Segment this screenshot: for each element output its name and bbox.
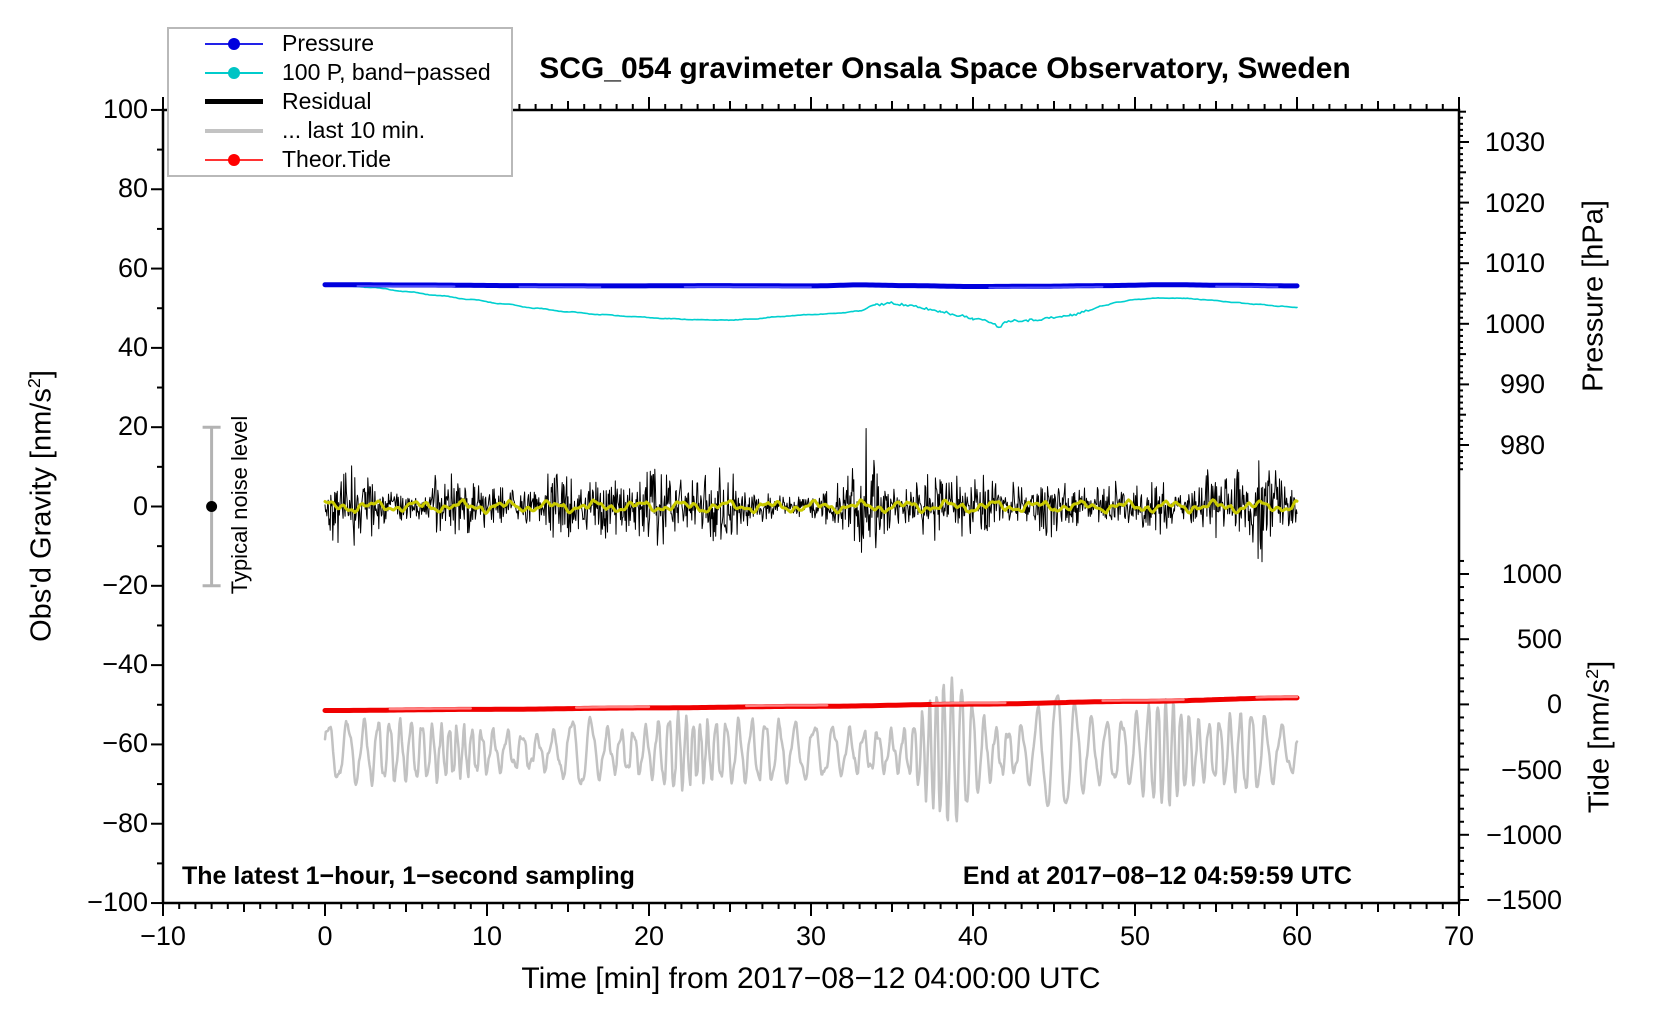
pressure-highlight xyxy=(988,285,1104,289)
pressure-tick-label: 1030 xyxy=(1484,127,1545,157)
legend-sample-line xyxy=(205,153,263,166)
gravity-tick-label: 60 xyxy=(117,252,148,283)
theor-tide-highlight xyxy=(388,707,472,711)
gravity-label-suffix: ] xyxy=(25,370,58,379)
x-tick-label: 0 xyxy=(317,921,333,951)
theor-tide-highlight xyxy=(931,701,1007,705)
pressure-tick-label: 1020 xyxy=(1484,187,1545,218)
legend-item: Theor.Tide xyxy=(169,145,511,174)
tide-tick-label: 0 xyxy=(1546,689,1562,720)
pressure-tick-label: 990 xyxy=(1499,369,1545,400)
tide-tick-label: −1000 xyxy=(1486,819,1562,850)
y-axis-label-pressure: Pressure [hPa] xyxy=(1577,200,1610,392)
x-tick-label: 10 xyxy=(471,921,503,951)
x-tick-label: 20 xyxy=(633,921,665,951)
gravity-tick-label: −80 xyxy=(102,807,148,838)
gravity-tick-label: −40 xyxy=(102,649,148,680)
pressure-highlight xyxy=(1215,285,1279,288)
legend: Pressure 100 P, band−passed Residual ... la… xyxy=(167,27,513,177)
legend-item: Pressure xyxy=(169,29,511,58)
tide-tick-label: −500 xyxy=(1501,754,1562,785)
legend-item-label: Residual xyxy=(282,88,372,114)
x-tick-label: −10 xyxy=(140,921,186,951)
gravity-tick-label: −100 xyxy=(87,887,148,918)
theor-tide-highlight xyxy=(574,705,651,709)
plot-frame xyxy=(161,108,1461,905)
gravity-tick-label: 100 xyxy=(102,93,148,124)
theor-tide-highlight xyxy=(1255,695,1299,699)
residual-trace xyxy=(324,428,1298,563)
tide-label-sup: 2 xyxy=(1581,668,1602,679)
gravity-label-sup: 2 xyxy=(23,378,44,389)
legend-sample-line xyxy=(205,128,263,133)
tide-tick-label: 1000 xyxy=(1501,559,1562,589)
x-tick-label: 30 xyxy=(795,921,827,951)
band-passed-line xyxy=(324,284,1298,329)
legend-sample-line xyxy=(205,37,263,50)
y-axis-label-tide: Tide [nm/s2] xyxy=(1581,660,1617,814)
annotation-sampling: The latest 1−hour, 1−second sampling xyxy=(182,862,635,890)
legend-item-label: 100 P, band−passed xyxy=(282,59,491,85)
gravity-tick-label: −60 xyxy=(102,728,148,759)
tide-tick-label: 500 xyxy=(1516,624,1562,655)
legend-sample-line xyxy=(205,99,263,104)
pressure-line xyxy=(322,282,1300,289)
x-axis-label: Time [min] from 2017−08−12 04:00:00 UTC xyxy=(521,962,1101,995)
noise-errorbar xyxy=(202,425,221,588)
gravity-tick-label: 80 xyxy=(117,173,148,204)
legend-line-swatch xyxy=(205,99,263,104)
residual-smooth-line xyxy=(323,498,1299,515)
pressure-tick-label: 1010 xyxy=(1484,248,1545,279)
gravity-tick-label: 0 xyxy=(132,490,148,521)
x-tick-label: 50 xyxy=(1119,921,1151,951)
legend-marker-dot xyxy=(228,66,240,79)
noise-errorbar-dot xyxy=(206,501,218,512)
legend-line-swatch xyxy=(205,128,263,133)
last10min-trace xyxy=(323,676,1299,823)
noise-level-label: Typical noise level xyxy=(227,415,252,595)
tide-label-suffix: ] xyxy=(1583,660,1616,669)
legend-item: ... last 10 min. xyxy=(169,116,511,145)
pressure-tick-label: 1000 xyxy=(1484,308,1545,339)
legend-item: 100 P, band−passed xyxy=(169,58,511,87)
pressure-tick-label: 980 xyxy=(1499,430,1545,460)
gravity-tick-label: 40 xyxy=(117,331,148,362)
x-tick-label: 40 xyxy=(957,921,989,951)
annotation-end-time: End at 2017−08−12 04:59:59 UTC xyxy=(962,862,1352,890)
gravity-tick-label: 20 xyxy=(117,411,148,442)
plot-title: SCG_054 gravimeter Onsala Space Observat… xyxy=(539,52,1351,85)
legend-sample-line xyxy=(205,66,263,79)
x-tick-label: 70 xyxy=(1443,921,1475,951)
legend-marker-dot xyxy=(228,153,240,166)
theor-tide-highlight xyxy=(745,704,829,708)
legend-item: Residual xyxy=(169,87,511,116)
legend-item-label: ... last 10 min. xyxy=(282,117,426,143)
tide-tick-label: −1500 xyxy=(1486,885,1562,915)
legend-item-label: Theor.Tide xyxy=(282,146,392,172)
tide-label-text: Tide [nm/s xyxy=(1583,678,1616,814)
legend-item-label: Pressure xyxy=(282,30,375,56)
legend-marker-dot xyxy=(228,37,240,50)
theor-tide-highlight xyxy=(1101,698,1185,702)
gravity-tick-label: −20 xyxy=(102,569,148,600)
x-tick-label: 60 xyxy=(1281,921,1313,951)
